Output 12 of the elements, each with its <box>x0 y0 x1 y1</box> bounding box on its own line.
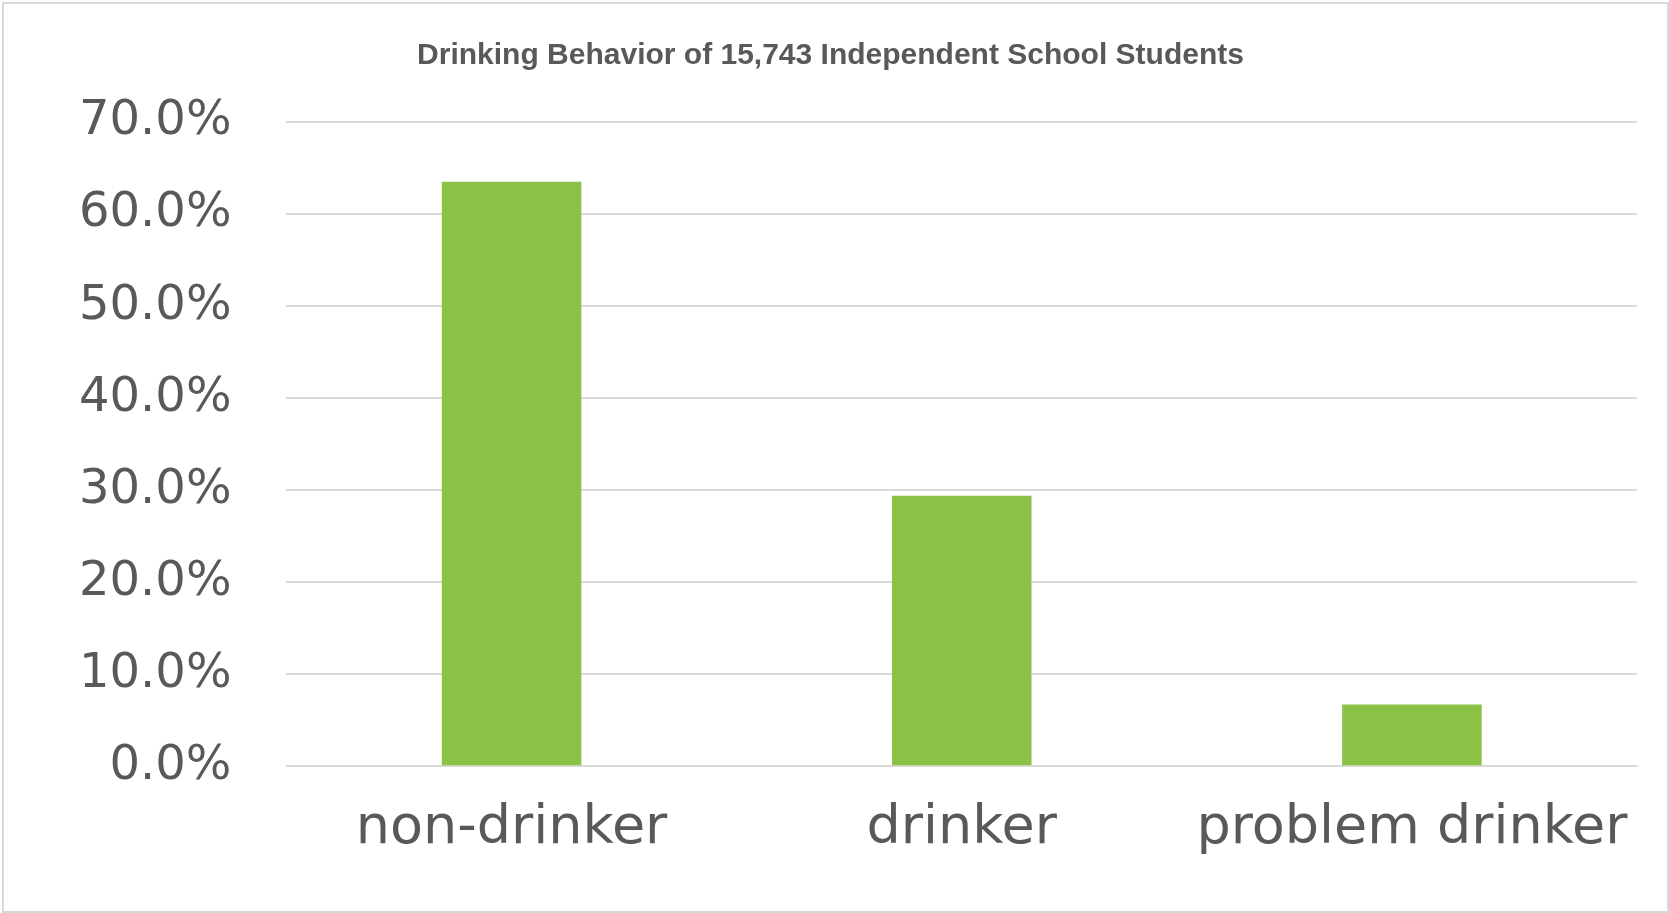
y-tick-label: 40.0% <box>79 365 232 422</box>
y-tick-label: 70.0% <box>79 89 232 146</box>
x-tick-label: drinker <box>866 792 1058 856</box>
y-tick-label: 60.0% <box>79 181 232 238</box>
chart-title: Drinking Behavior of 15,743 Independent School Students <box>417 37 1244 71</box>
y-tick-label: 20.0% <box>79 549 232 606</box>
y-tick-label: 50.0% <box>79 273 232 330</box>
x-tick-label: problem drinker <box>1196 792 1629 856</box>
y-tick-label: 0.0% <box>109 733 232 790</box>
y-tick-label: 10.0% <box>79 641 232 698</box>
x-tick-label: non-drinker <box>355 792 669 856</box>
y-tick-label: 30.0% <box>79 457 232 514</box>
